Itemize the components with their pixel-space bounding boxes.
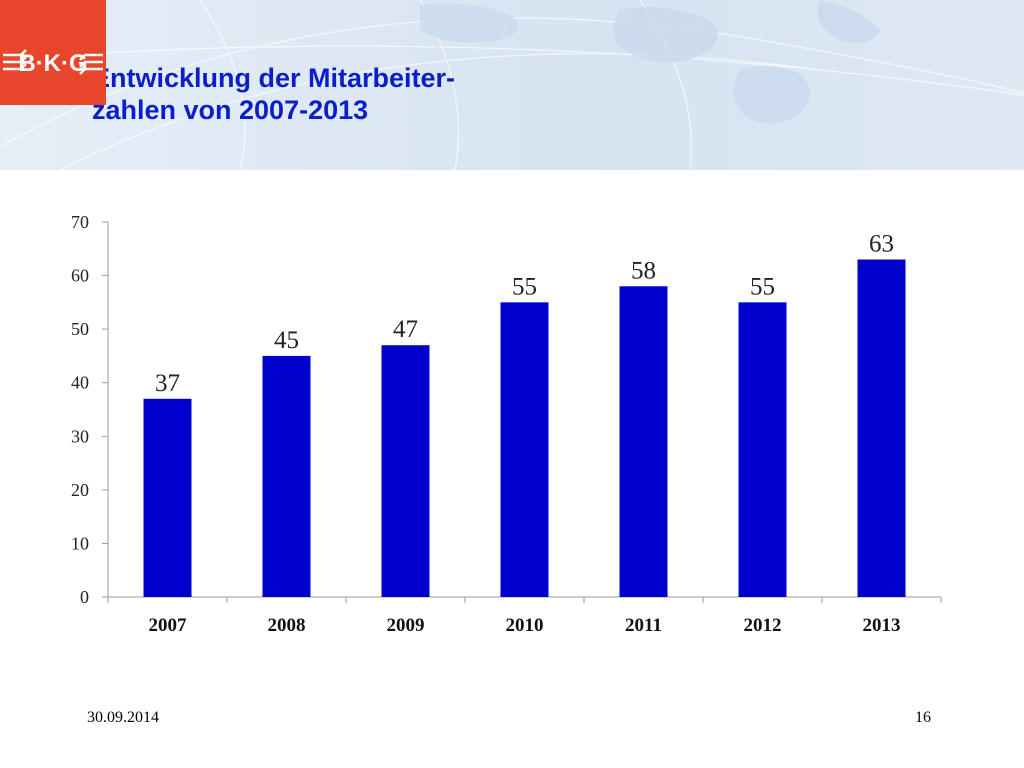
y-tick-label: 10 xyxy=(71,533,89,553)
data-label: 55 xyxy=(750,273,775,300)
x-tick-label: 2012 xyxy=(744,615,782,636)
slide-header: Entwicklung der Mitarbeiter- zahlen von … xyxy=(0,0,1024,170)
data-label: 37 xyxy=(155,370,180,397)
x-tick-label: 2013 xyxy=(863,615,901,636)
page-title: Entwicklung der Mitarbeiter- zahlen von … xyxy=(92,62,455,126)
y-tick-label: 70 xyxy=(71,212,89,232)
title-line-2: zahlen von 2007-2013 xyxy=(92,95,369,125)
y-tick-label: 40 xyxy=(71,373,89,393)
y-tick-label: 50 xyxy=(71,319,89,339)
y-axis: 0 10 20 30 40 50 60 70 xyxy=(71,212,109,607)
x-tick-label: 2008 xyxy=(268,615,306,636)
y-tick-label: 20 xyxy=(71,480,89,500)
y-tick-label: 0 xyxy=(80,587,89,607)
x-tick-label: 2007 xyxy=(149,615,188,636)
bar-series xyxy=(143,259,906,597)
bar-2011 xyxy=(619,286,668,597)
bar-2009 xyxy=(381,345,430,597)
x-tick-label: 2010 xyxy=(506,615,544,636)
data-label: 55 xyxy=(512,273,537,300)
bar-2012 xyxy=(738,302,787,597)
data-labels: 37 45 47 55 58 55 63 xyxy=(155,231,894,397)
logo-background xyxy=(0,0,106,105)
x-tick-label: 2011 xyxy=(625,615,662,636)
x-axis: 2007 2008 2009 2010 2011 2012 2013 xyxy=(107,596,942,636)
bar-2008 xyxy=(262,355,311,597)
logo-stripes-right xyxy=(79,53,103,75)
bar-2013 xyxy=(857,259,906,597)
data-label: 45 xyxy=(274,327,299,354)
y-tick-label: 60 xyxy=(71,266,89,286)
world-map-background xyxy=(0,0,1024,170)
bar-2007 xyxy=(143,398,192,597)
bar-2010 xyxy=(500,302,549,597)
slide-date: 30.09.2014 xyxy=(87,709,159,726)
data-label: 58 xyxy=(631,257,656,284)
page-number: 16 xyxy=(915,709,931,726)
data-label: 47 xyxy=(393,316,418,343)
logo-wordmark: B·K·G xyxy=(18,50,87,77)
y-tick-label: 30 xyxy=(71,426,89,446)
title-line-1: Entwicklung der Mitarbeiter- xyxy=(92,63,456,93)
bkg-logo: B·K·G xyxy=(0,0,106,105)
logo-stripes-left xyxy=(3,49,27,71)
x-tick-label: 2009 xyxy=(387,615,425,636)
data-label: 63 xyxy=(869,231,894,258)
